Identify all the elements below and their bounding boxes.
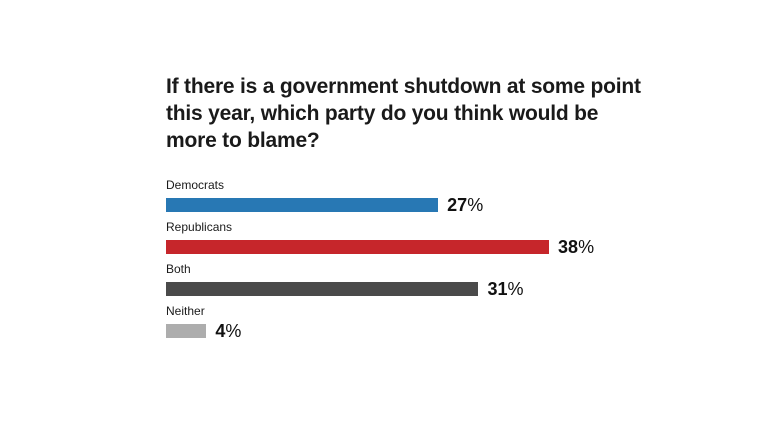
value-number: 27 bbox=[447, 195, 468, 215]
poll-bar-chart: If there is a government shutdown at som… bbox=[166, 73, 726, 347]
bar-row: Both 31% bbox=[166, 263, 726, 298]
bar-neither bbox=[166, 324, 207, 338]
value-label: 31% bbox=[487, 280, 523, 298]
percent-sign: % bbox=[225, 321, 242, 341]
bar-line: 38% bbox=[166, 238, 726, 256]
bar-republicans bbox=[166, 240, 550, 254]
bar-line: 4% bbox=[166, 322, 726, 340]
category-label: Democrats bbox=[166, 178, 225, 192]
bar-line: 31% bbox=[166, 280, 726, 298]
bar-democrats bbox=[166, 198, 439, 212]
percent-sign: % bbox=[578, 237, 595, 257]
bar-row: Democrats 27% bbox=[166, 179, 726, 214]
percent-sign: % bbox=[507, 279, 524, 299]
value-label: 4% bbox=[215, 322, 241, 340]
bar-row: Neither 4% bbox=[166, 305, 726, 340]
bar-line: 27% bbox=[166, 196, 726, 214]
category-label: Republicans bbox=[166, 220, 233, 234]
category-label: Both bbox=[166, 262, 191, 276]
bar-row: Republicans 38% bbox=[166, 221, 726, 256]
value-number: 38 bbox=[558, 237, 579, 257]
value-number: 4 bbox=[215, 321, 226, 341]
percent-sign: % bbox=[467, 195, 484, 215]
value-label: 38% bbox=[558, 238, 594, 256]
chart-title: If there is a government shutdown at som… bbox=[166, 75, 641, 152]
bar-chart-area: Democrats 27% Republicans 38% Both 31% Neither… bbox=[166, 179, 726, 340]
bar-both bbox=[166, 282, 479, 296]
category-label: Neither bbox=[166, 304, 205, 318]
value-number: 31 bbox=[487, 279, 508, 299]
value-label: 27% bbox=[447, 196, 483, 214]
